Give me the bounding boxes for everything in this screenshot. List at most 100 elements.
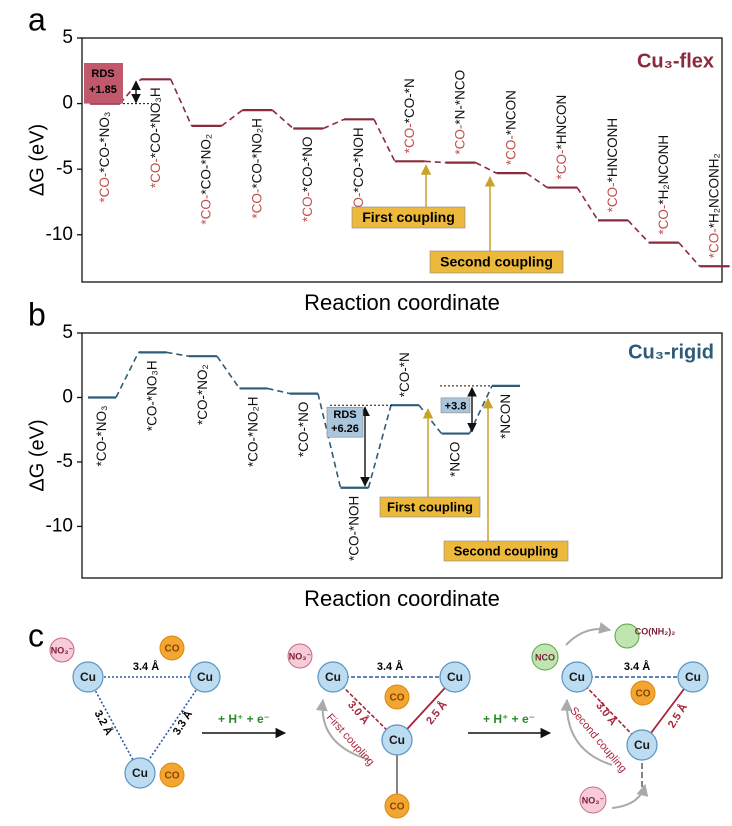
y-axis-label: ΔG (eV) [26,124,48,196]
y-tick-label: 0 [62,93,73,114]
co [159,762,185,788]
cu-label: Cu [685,670,701,684]
connector [418,404,443,435]
bond [576,676,643,746]
cu [189,661,221,693]
cu-label: Cu [389,733,405,747]
step-label: *CO-*CO-*NO [300,137,315,223]
distance: 3.0 Å [345,698,372,727]
distance: 2.5 Å [665,701,690,730]
connector [267,387,291,395]
x-axis-label: Reaction coordinate [304,586,500,611]
gap-label: +3.8 [445,400,467,412]
second-coupling: Second coupling [440,254,553,270]
cu [677,661,709,693]
step-label: *CO-*N-*NCO [452,70,467,155]
curve-arrow [315,698,371,761]
label-text: *NCO [447,442,462,477]
label-text: *CO-*NO [296,402,311,458]
curve-arrow [565,622,612,646]
co-label: CO [165,771,180,782]
step-label: *CO-*CO-*NO₃H [147,87,162,188]
label-text: *CO-*NO₃H [144,360,159,431]
y-tick-label: -5 [56,451,73,472]
connector [367,405,392,488]
label-text: *N-*NCO [452,70,467,125]
co-label: CO [390,693,405,704]
distance: 2.5 Å [423,698,449,727]
scheme: c NO₃⁻ CO CO Cu Cu Cu 3.4 Å 3.2 Å 3.3 Å … [28,617,709,819]
gap-label-box [440,397,471,414]
label-prefix: *CO- [300,192,315,222]
connector [166,351,190,357]
label-prefix: *CO- [249,189,264,219]
y-tick-label: -10 [46,515,73,536]
co-label: CO [636,689,651,700]
connector [216,355,241,389]
connector [678,242,701,267]
curve-arrow [560,698,613,766]
step-label: *CO-*CO-*NO₂ [198,134,213,225]
cu-label: Cu [325,670,341,684]
chart-title: Cu₃-flex [637,50,714,72]
no3-label: NO₃⁻ [289,651,312,661]
step-label: *CO-*HNCON [554,95,569,180]
label-prefix: *CO- [147,158,162,188]
nco-label: NCO [535,652,555,662]
step-label: *NCO [447,442,462,477]
panel-label: b [28,296,46,332]
label-prefix: *CO- [452,125,467,155]
first-coupling: First coupling [362,209,455,225]
label-prefix: *CO- [97,173,112,203]
second-coupling: Second coupling [454,543,559,558]
label-text: *CO-*NO₂ [195,364,210,425]
connector [271,109,294,130]
cu [381,724,413,756]
label-text: *HNCONH [605,118,620,183]
label-prefix: *CO- [605,182,620,212]
connector [424,160,446,164]
distance: 3.4 Å [133,660,159,673]
label-text: *CO-*NO₂H [245,396,260,467]
plot-frame [81,37,723,283]
label-prefix: *CO- [198,195,213,225]
step-label: + H⁺ + e⁻ [218,712,270,726]
label-text: *CO-*NO₂ [198,134,213,195]
label-text: *CO-*NO₂H [249,118,264,189]
connector [627,219,650,244]
second-coupling-box [429,250,564,274]
bond [87,676,141,774]
cu [124,757,156,789]
label-text: *H₂NCONH₂ [706,153,721,228]
y-axis-label: ΔG (eV) [26,419,48,491]
connector [373,118,396,162]
connector [221,109,243,127]
first-coupling: First coupling [387,499,473,514]
co [384,793,410,819]
distance: 3.3 Å [170,708,195,737]
connector [115,351,140,398]
curve-arrow [611,783,649,809]
chart-title: Cu₃-rigid [628,341,714,363]
step-label: *CO-*N [397,352,412,397]
no3-label: NO₃⁻ [51,645,74,655]
label-prefix: *CO- [401,123,416,153]
label-text: *CO-*N [397,352,412,397]
cu-label: Cu [80,670,96,684]
label-text: *CO-*NO₃H [147,87,162,158]
label-prefix: *CO- [554,150,569,180]
y-tick-label: -10 [46,224,73,245]
bond [139,676,206,774]
y-tick-label: 0 [62,386,73,407]
distance: 3.0 Å [593,699,619,728]
cu [561,661,593,693]
connector [322,118,345,130]
co-label: CO [390,802,405,813]
rds-box [84,63,123,104]
x-axis-label: Reaction coordinate [304,290,500,315]
co [159,635,185,661]
step-label: *CO-*HNCONH [605,118,620,213]
step-label: *CO-*NOH [346,496,361,561]
